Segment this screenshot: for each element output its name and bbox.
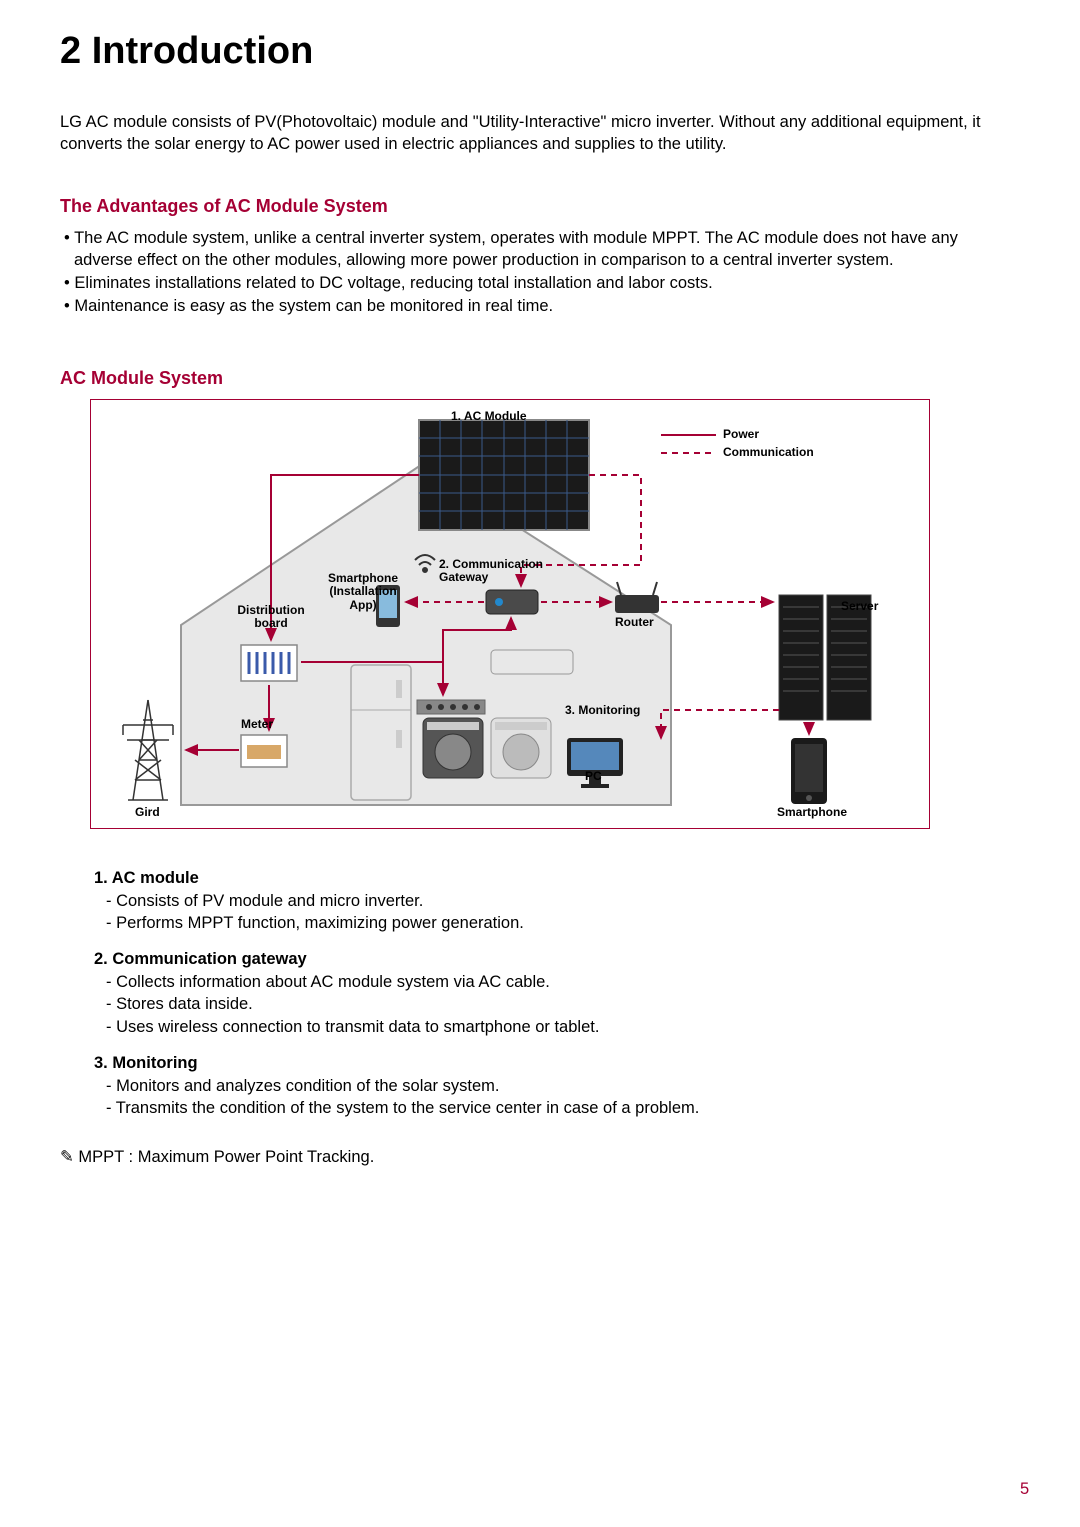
list-item: Eliminates installations related to DC v…: [60, 272, 1020, 294]
label-grid: Gird: [135, 806, 160, 820]
system-diagram: 1. AC Module Power Communication 2. Comm…: [90, 399, 930, 829]
list-item: The AC module system, unlike a central i…: [60, 227, 1020, 272]
label-pc: PC: [585, 770, 602, 784]
desc-title: 2. Communication gateway: [94, 950, 1020, 969]
label-smartphone-app: Smartphone (Installation App): [323, 572, 403, 613]
desc-title: 1. AC module: [94, 869, 1020, 888]
page-title: 2 Introduction: [60, 30, 1020, 73]
desc-items: Consists of PV module and micro inverter…: [94, 890, 1020, 935]
footnote: ✎ MPPT : Maximum Power Point Tracking.: [60, 1147, 1020, 1167]
desc-title: 3. Monitoring: [94, 1054, 1020, 1073]
desc-items: Collects information about AC module sys…: [94, 971, 1020, 1038]
diagram-heading: AC Module System: [60, 368, 1020, 389]
diagram-svg: [91, 400, 931, 830]
label-server: Server: [841, 600, 878, 614]
label-dist-board: Distribution board: [231, 604, 311, 632]
desc-items: Monitors and analyzes condition of the s…: [94, 1075, 1020, 1120]
legend-power-label: Power: [723, 428, 759, 442]
list-item: Collects information about AC module sys…: [116, 971, 1020, 993]
advantages-heading: The Advantages of AC Module System: [60, 196, 1020, 217]
label-router: Router: [615, 616, 654, 630]
list-item: Monitors and analyzes condition of the s…: [116, 1075, 1020, 1097]
label-smartphone: Smartphone: [777, 806, 847, 820]
list-item: Stores data inside.: [116, 993, 1020, 1015]
desc-block: 3. Monitoring Monitors and analyzes cond…: [94, 1054, 1020, 1120]
intro-paragraph: LG AC module consists of PV(Photovoltaic…: [60, 111, 1020, 156]
list-item: Maintenance is easy as the system can be…: [60, 295, 1020, 317]
desc-block: 1. AC module Consists of PV module and m…: [94, 869, 1020, 935]
page-number: 5: [1020, 1480, 1029, 1499]
desc-block: 2. Communication gateway Collects inform…: [94, 950, 1020, 1038]
advantages-list: The AC module system, unlike a central i…: [60, 227, 1020, 318]
label-ac-module: 1. AC Module: [451, 410, 527, 424]
label-comm-gateway: 2. Communication Gateway: [439, 558, 559, 586]
list-item: Consists of PV module and micro inverter…: [116, 890, 1020, 912]
label-meter: Meter: [241, 718, 273, 732]
list-item: Uses wireless connection to transmit dat…: [116, 1016, 1020, 1038]
label-text: 2. Communication Gateway: [439, 557, 543, 585]
label-monitoring: 3. Monitoring: [565, 704, 640, 718]
list-item: Performs MPPT function, maximizing power…: [116, 912, 1020, 934]
legend-comm-label: Communication: [723, 446, 814, 460]
list-item: Transmits the condition of the system to…: [116, 1097, 1020, 1119]
